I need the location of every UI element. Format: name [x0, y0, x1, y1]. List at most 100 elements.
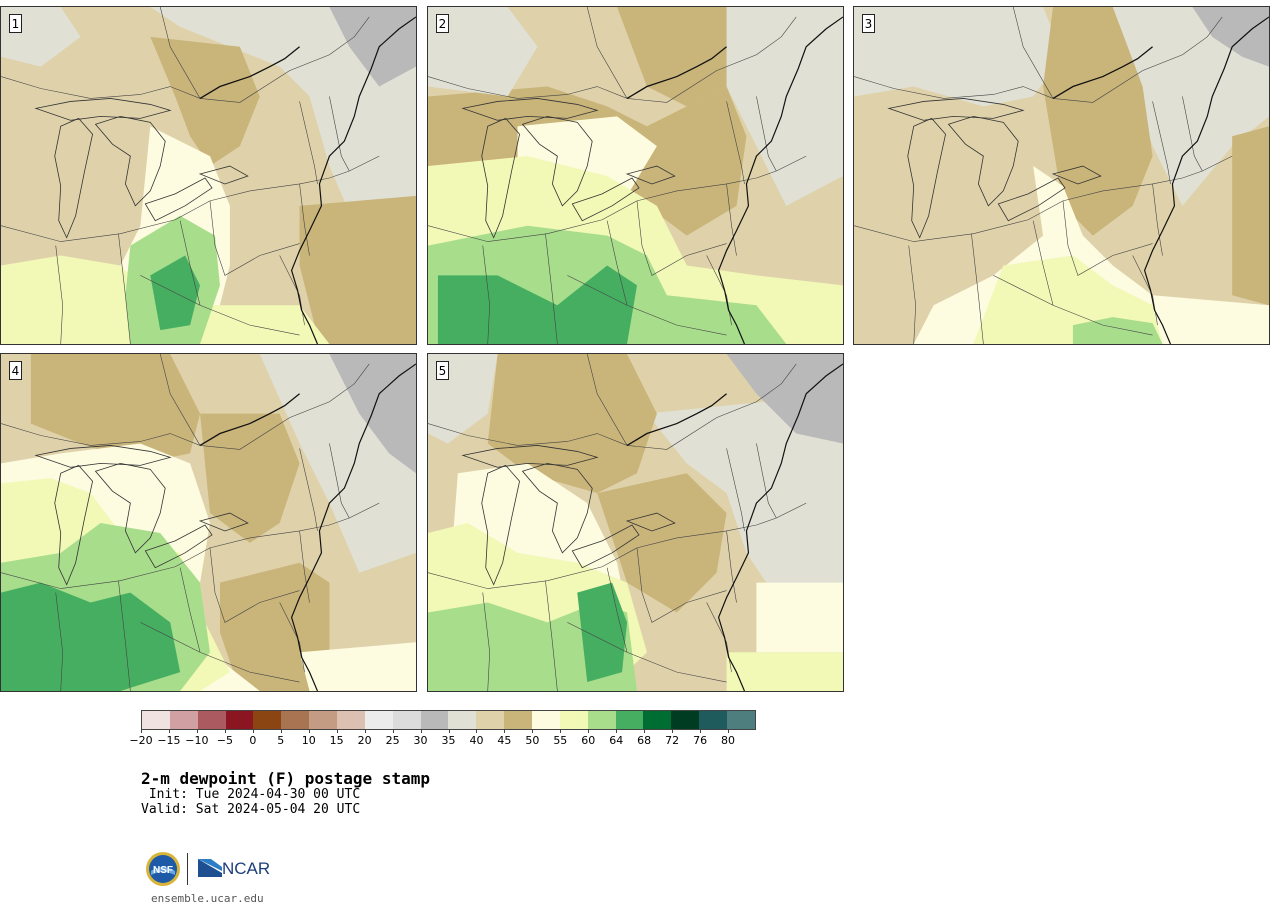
colorbar-swatch	[671, 711, 700, 729]
dewpoint-region	[726, 652, 843, 691]
dewpoint-region	[646, 393, 843, 613]
member-number-label: 4	[9, 361, 22, 380]
dewpoint-map-5	[428, 354, 843, 691]
state-border	[55, 245, 64, 344]
river-outline	[626, 393, 727, 447]
ensemble-member-panel-3: 3	[853, 6, 1270, 345]
lake-outline	[571, 524, 640, 569]
state-border	[299, 530, 310, 603]
ensemble-member-panel-1: 1	[0, 6, 417, 345]
state-border	[140, 622, 300, 683]
state-border	[606, 567, 628, 653]
nsf-logo-text: NSF	[153, 865, 173, 876]
colorbar-ticks	[141, 729, 756, 734]
colorbar-tick	[644, 729, 646, 733]
colorbar-swatch	[476, 711, 505, 729]
colorbar-tick-label: −10	[185, 734, 209, 747]
colorbar-tick-label: −5	[216, 734, 233, 747]
state-border	[428, 155, 807, 242]
state-border	[726, 448, 745, 531]
dewpoint-colorbar	[141, 710, 756, 730]
state-border	[1182, 96, 1203, 172]
lake-outline	[521, 462, 593, 554]
colorbar-tick	[560, 729, 562, 733]
colorbar-tick-label: 68	[637, 734, 652, 747]
colorbar-swatch	[532, 711, 560, 729]
state-border	[1152, 101, 1171, 184]
dewpoint-map-3	[854, 7, 1269, 344]
lake-outline	[625, 165, 676, 185]
dewpoint-region	[854, 7, 1063, 107]
colorbar-swatch	[643, 711, 672, 729]
lake-outline	[1051, 165, 1102, 185]
dewpoint-region	[577, 582, 628, 683]
lake-outline	[144, 524, 213, 569]
colorbar-swatch	[142, 711, 170, 729]
state-border	[756, 96, 777, 172]
state-border	[329, 96, 350, 172]
dewpoint-region	[1232, 126, 1269, 306]
lake-outline	[997, 177, 1066, 222]
river-outline	[626, 46, 727, 100]
state-border	[209, 200, 300, 276]
dewpoint-map-4	[1, 354, 416, 691]
state-border	[1152, 183, 1163, 256]
state-border	[55, 592, 64, 691]
colorbar-tick-label: 25	[385, 734, 400, 747]
lake-outline	[521, 115, 593, 207]
state-border	[1032, 220, 1054, 306]
dewpoint-region	[1112, 7, 1269, 206]
lake-outline	[571, 177, 640, 222]
colorbar-swatch	[225, 711, 254, 729]
colorbar-tick-label: 5	[277, 734, 285, 747]
colorbar-swatch	[364, 711, 393, 729]
state-border	[482, 245, 491, 344]
lake-outline	[144, 177, 213, 222]
ncar-logo-text: NCAR	[222, 859, 271, 878]
ensemble-member-panel-5: 5	[427, 353, 844, 692]
state-border	[1132, 255, 1158, 326]
colorbar-tick	[420, 729, 422, 733]
state-border	[545, 580, 558, 691]
lake-outline	[887, 98, 1025, 121]
river-outline	[199, 393, 300, 447]
colorbar-tick	[616, 729, 618, 733]
state-border	[159, 354, 201, 446]
dewpoint-region	[756, 582, 843, 653]
lake-outline	[34, 98, 172, 121]
state-border	[971, 233, 984, 344]
state-border	[606, 220, 628, 306]
state-border	[279, 602, 305, 673]
colorbar-tick-label: 76	[693, 734, 708, 747]
river-outline	[199, 46, 300, 100]
dewpoint-region	[597, 473, 727, 613]
colorbar-swatch	[309, 711, 338, 729]
colorbar-tick	[252, 729, 254, 733]
dewpoint-map-2	[428, 7, 843, 344]
colorbar-swatch	[727, 711, 755, 729]
coastline	[717, 16, 843, 344]
dewpoint-region	[1, 582, 181, 691]
member-number-label: 5	[436, 361, 449, 380]
ncar-logo-icon	[198, 859, 222, 877]
lake-outline	[94, 115, 166, 207]
state-border	[993, 275, 1153, 336]
state-border	[756, 443, 777, 519]
state-border	[908, 245, 917, 344]
lake-outline	[198, 512, 249, 532]
colorbar-tick	[224, 729, 226, 733]
state-border	[1, 155, 380, 242]
colorbar-tick-label: 20	[357, 734, 372, 747]
colorbar-tick-label: 10	[301, 734, 316, 747]
colorbar-tick-label: 64	[609, 734, 624, 747]
site-url: ensemble.ucar.edu	[151, 892, 264, 905]
colorbar-tick	[448, 729, 450, 733]
colorbar-tick-label: −15	[157, 734, 181, 747]
state-border	[545, 233, 558, 344]
dewpoint-region	[1043, 7, 1153, 236]
nsf-logo-icon: NSF	[146, 852, 180, 886]
dewpoint-region	[487, 354, 657, 494]
colorbar-swatch	[699, 711, 728, 729]
colorbar-swatch	[587, 711, 616, 729]
coastline	[290, 363, 416, 691]
